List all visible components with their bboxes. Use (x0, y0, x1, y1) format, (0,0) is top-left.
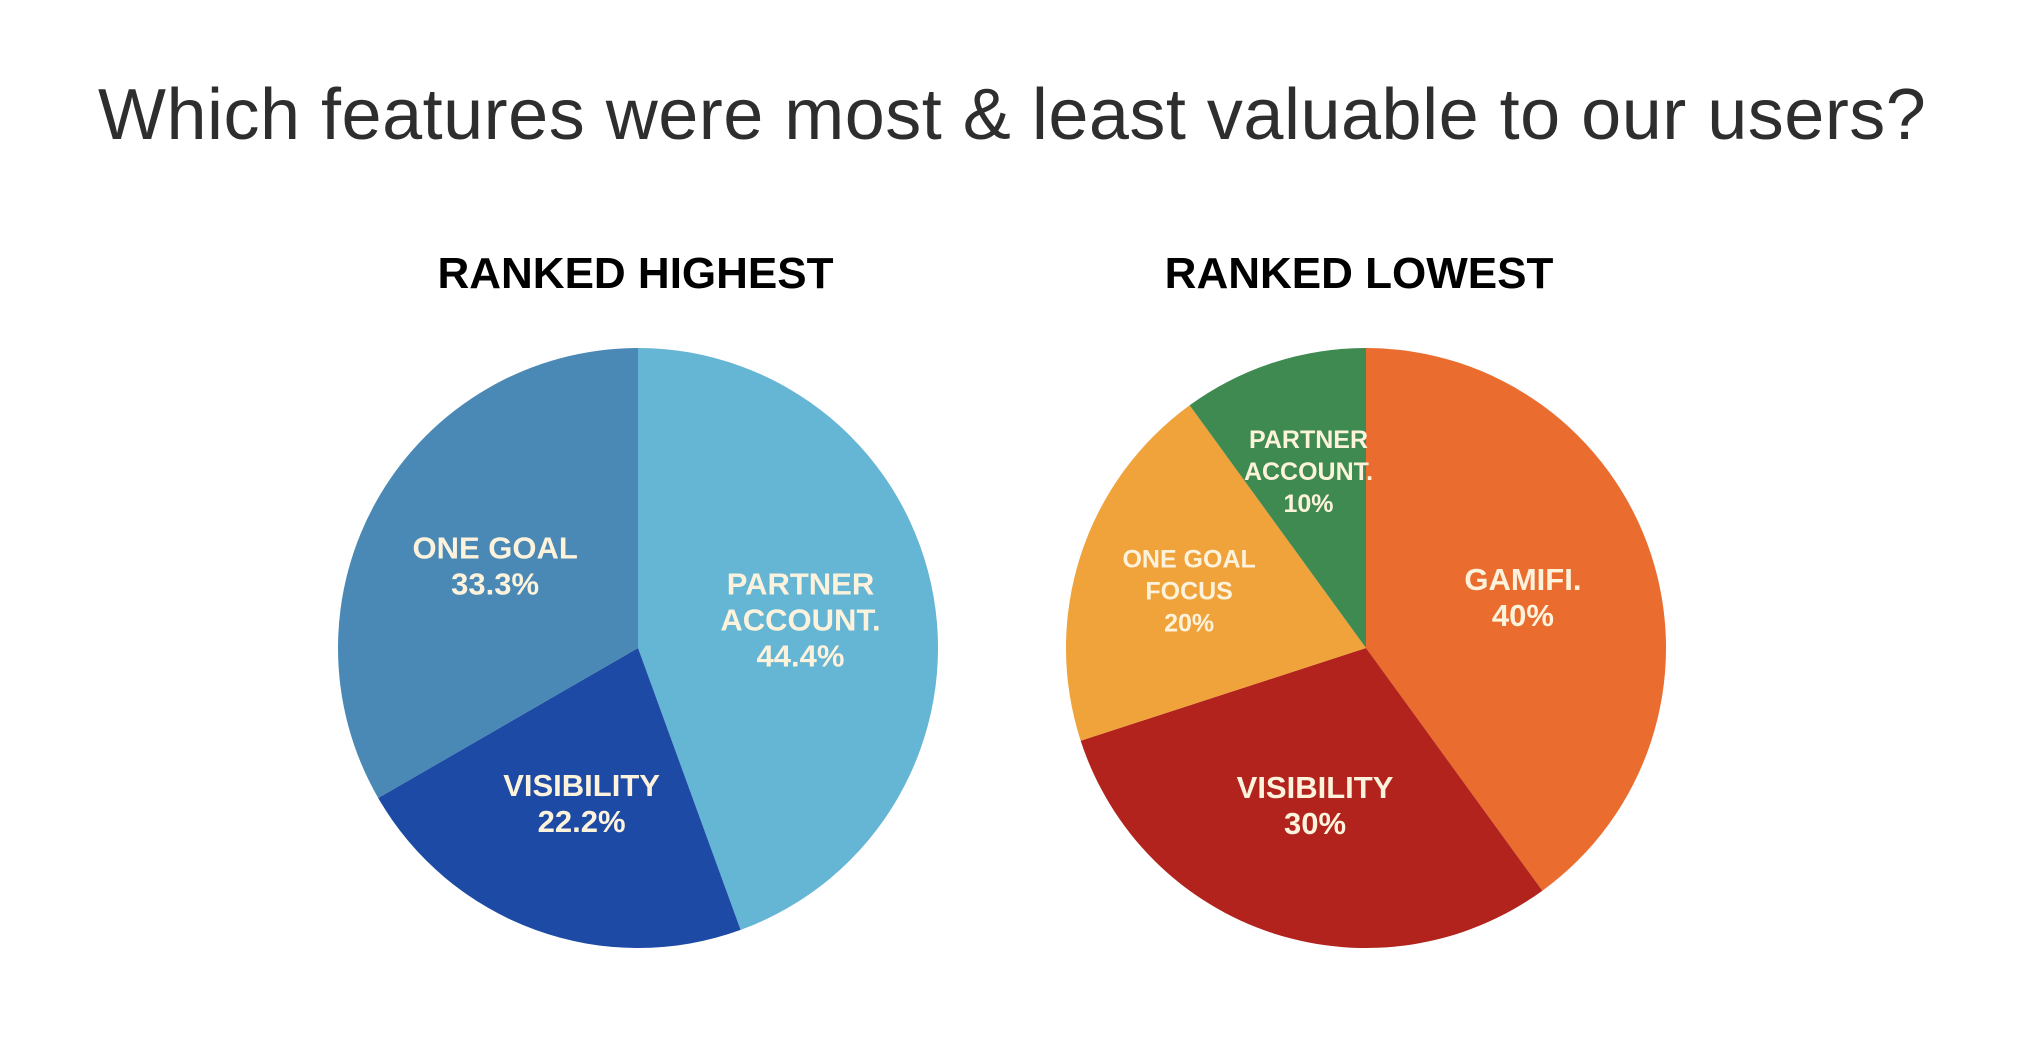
pie-label-line: 22.2% (538, 804, 626, 839)
pie-label-highest-visibility: VISIBILITY 22.2% (503, 768, 660, 839)
pie-label-line: 33.3% (451, 567, 539, 602)
pie-label-line: 10% (1283, 490, 1333, 518)
pie-label-lowest-visibility: VISIBILITY 30% (1237, 770, 1394, 841)
pie-label-line: 30% (1284, 806, 1346, 841)
pie-label-highest-one-goal: ONE GOAL 33.3% (412, 531, 577, 602)
pie-slice-highest-partner-account (638, 348, 939, 930)
pie-label-line: VISIBILITY (1237, 770, 1394, 805)
chart-title-ranked-lowest: RANKED LOWEST (1164, 249, 1554, 298)
pie-label-line: 40% (1492, 598, 1554, 633)
pie-chart-ranked-highest: PARTNER ACCOUNT. 44.4% VISIBILITY 22.2% ONE G… (337, 348, 939, 949)
pie-label-line: ACCOUNT. (720, 603, 880, 638)
pie-slice-lowest-partner-account (1189, 347, 1366, 648)
pie-label-line: ONE GOAL (1122, 546, 1255, 574)
pie-label-lowest-one-goal-focus: ONE GOAL FOCUS 20% (1122, 546, 1255, 638)
page-title: Which features were most & least valuabl… (98, 75, 1927, 155)
pie-label-lowest-partner-account: PARTNER ACCOUNT. 10% (1244, 426, 1373, 518)
pie-label-highest-partner-account: PARTNER ACCOUNT. 44.4% (720, 567, 880, 674)
pie-label-line: ONE GOAL (412, 531, 577, 566)
pie-label-line: 44.4% (757, 639, 845, 674)
pie-slice-highest-visibility (378, 648, 741, 949)
pie-label-line: 20% (1164, 610, 1214, 638)
pie-slice-lowest-visibility (1080, 648, 1543, 949)
pie-label-line: ACCOUNT. (1244, 458, 1373, 486)
pie-chart-ranked-lowest: GAMIFI. 40% VISIBILITY 30% ONE GOAL FOCUS 20% P… (1065, 347, 1667, 949)
pie-slice-lowest-gamifi (1366, 347, 1667, 891)
chart-title-ranked-highest: RANKED HIGHEST (437, 249, 834, 298)
pie-label-line: PARTNER (727, 567, 875, 602)
pie-label-line: GAMIFI. (1464, 562, 1581, 597)
pie-label-line: PARTNER (1249, 426, 1368, 454)
pie-label-lowest-gamifi: GAMIFI. 40% (1464, 562, 1581, 633)
pie-label-line: VISIBILITY (503, 768, 660, 803)
pie-label-line: FOCUS (1145, 578, 1233, 606)
pie-slice-highest-one-goal (337, 348, 638, 798)
pie-slice-lowest-one-goal-focus (1065, 405, 1366, 741)
